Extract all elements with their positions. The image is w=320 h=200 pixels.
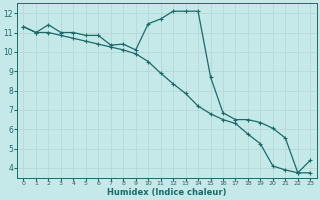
X-axis label: Humidex (Indice chaleur): Humidex (Indice chaleur) xyxy=(107,188,227,197)
